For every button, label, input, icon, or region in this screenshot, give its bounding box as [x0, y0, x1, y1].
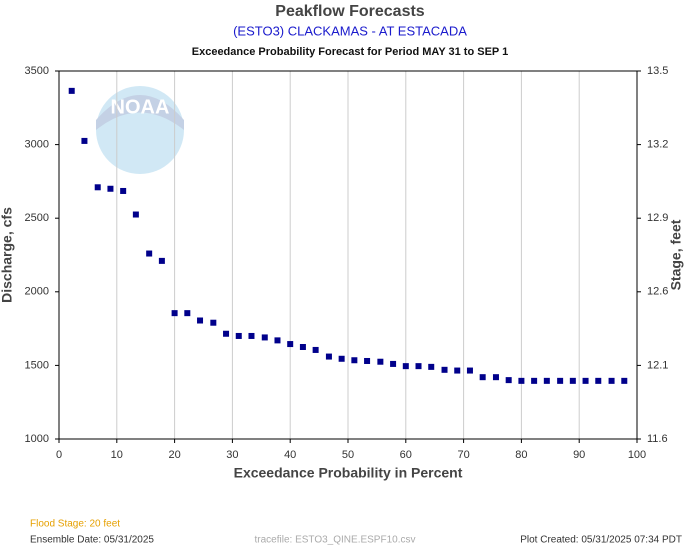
point [120, 187, 127, 194]
point [197, 317, 204, 324]
y2-tick-label: 13.5 [647, 65, 668, 77]
y-tick-label: 3000 [25, 139, 49, 151]
point [351, 357, 358, 364]
x-tick-label: 90 [573, 449, 585, 461]
point [171, 310, 178, 317]
point [402, 363, 409, 370]
point [261, 334, 268, 341]
point [582, 377, 589, 384]
point [158, 257, 165, 264]
x-tick-label: 20 [168, 449, 180, 461]
plot-frame [58, 70, 638, 440]
point [132, 211, 139, 218]
y-tick-label: 2000 [25, 286, 49, 298]
ensemble-date: Ensemble Date: 05/31/2025 [30, 535, 154, 546]
point [479, 374, 486, 381]
point [94, 184, 101, 191]
point [274, 337, 281, 344]
point [299, 344, 306, 350]
y-tick-label: 2500 [25, 212, 49, 224]
point [184, 310, 191, 317]
point [441, 366, 448, 373]
y-tick-label: 3500 [25, 65, 49, 77]
point [428, 363, 435, 370]
point [608, 377, 615, 384]
y2-tick-label: 12.6 [647, 286, 668, 298]
point [210, 319, 217, 326]
plot-created: Plot Created: 05/31/2025 07:34 PDT [520, 535, 682, 546]
point [390, 360, 397, 367]
noaa-logo: NOAA [96, 86, 184, 174]
point [364, 357, 371, 364]
point [466, 367, 473, 374]
y-tick-label: 1000 [25, 433, 49, 445]
point [595, 377, 602, 384]
watermark: NOAA [111, 96, 170, 118]
x-tick-label: 0 [56, 449, 62, 461]
point [492, 374, 499, 381]
point [543, 377, 550, 384]
point [415, 363, 422, 370]
x-tick-label: 10 [111, 449, 123, 461]
point [505, 377, 512, 384]
point [621, 377, 628, 384]
point [312, 346, 319, 353]
y2-tick-label: 11.6 [647, 433, 668, 445]
point [569, 377, 576, 384]
point [518, 377, 525, 384]
x-tick-label: 40 [284, 449, 296, 461]
point [338, 355, 345, 362]
point [68, 87, 75, 94]
point [235, 332, 242, 339]
x-axis-label: Exceedance Probability in Percent [234, 465, 463, 481]
point [223, 330, 230, 337]
x-tick-label: 80 [515, 449, 527, 461]
x-tick-label: 60 [400, 449, 412, 461]
x-tick-label: 30 [226, 449, 238, 461]
point [531, 377, 538, 384]
flood-stage: Flood Stage: 20 feet [30, 519, 120, 530]
tracefile: tracefile: ESTO3_QINE.ESPF10.csv [255, 535, 416, 546]
point [454, 367, 461, 374]
x-tick-label: 100 [628, 449, 646, 461]
point [107, 185, 114, 192]
point [287, 341, 294, 348]
chart-title: Peakflow Forecasts [275, 3, 425, 20]
point [557, 377, 564, 384]
point [325, 353, 332, 360]
y2-axis-label: Stage, feet [668, 219, 684, 290]
x-tick-label: 70 [457, 449, 469, 461]
y-axis-label: Discharge, cfs [0, 207, 15, 303]
point [248, 332, 255, 339]
y2-tick-label: 12.9 [647, 212, 668, 224]
y2-tick-label: 12.1 [647, 359, 668, 371]
x-tick-label: 50 [342, 449, 354, 461]
chart-subtitle: (ESTO3) CLACKAMAS - AT ESTACADA [233, 23, 467, 38]
point [146, 250, 153, 257]
point [377, 358, 384, 365]
y-tick-label: 1500 [25, 359, 49, 371]
period-title: Exceedance Probability Forecast for Peri… [192, 46, 508, 58]
point [81, 137, 88, 144]
y2-tick-label: 13.2 [647, 139, 668, 151]
